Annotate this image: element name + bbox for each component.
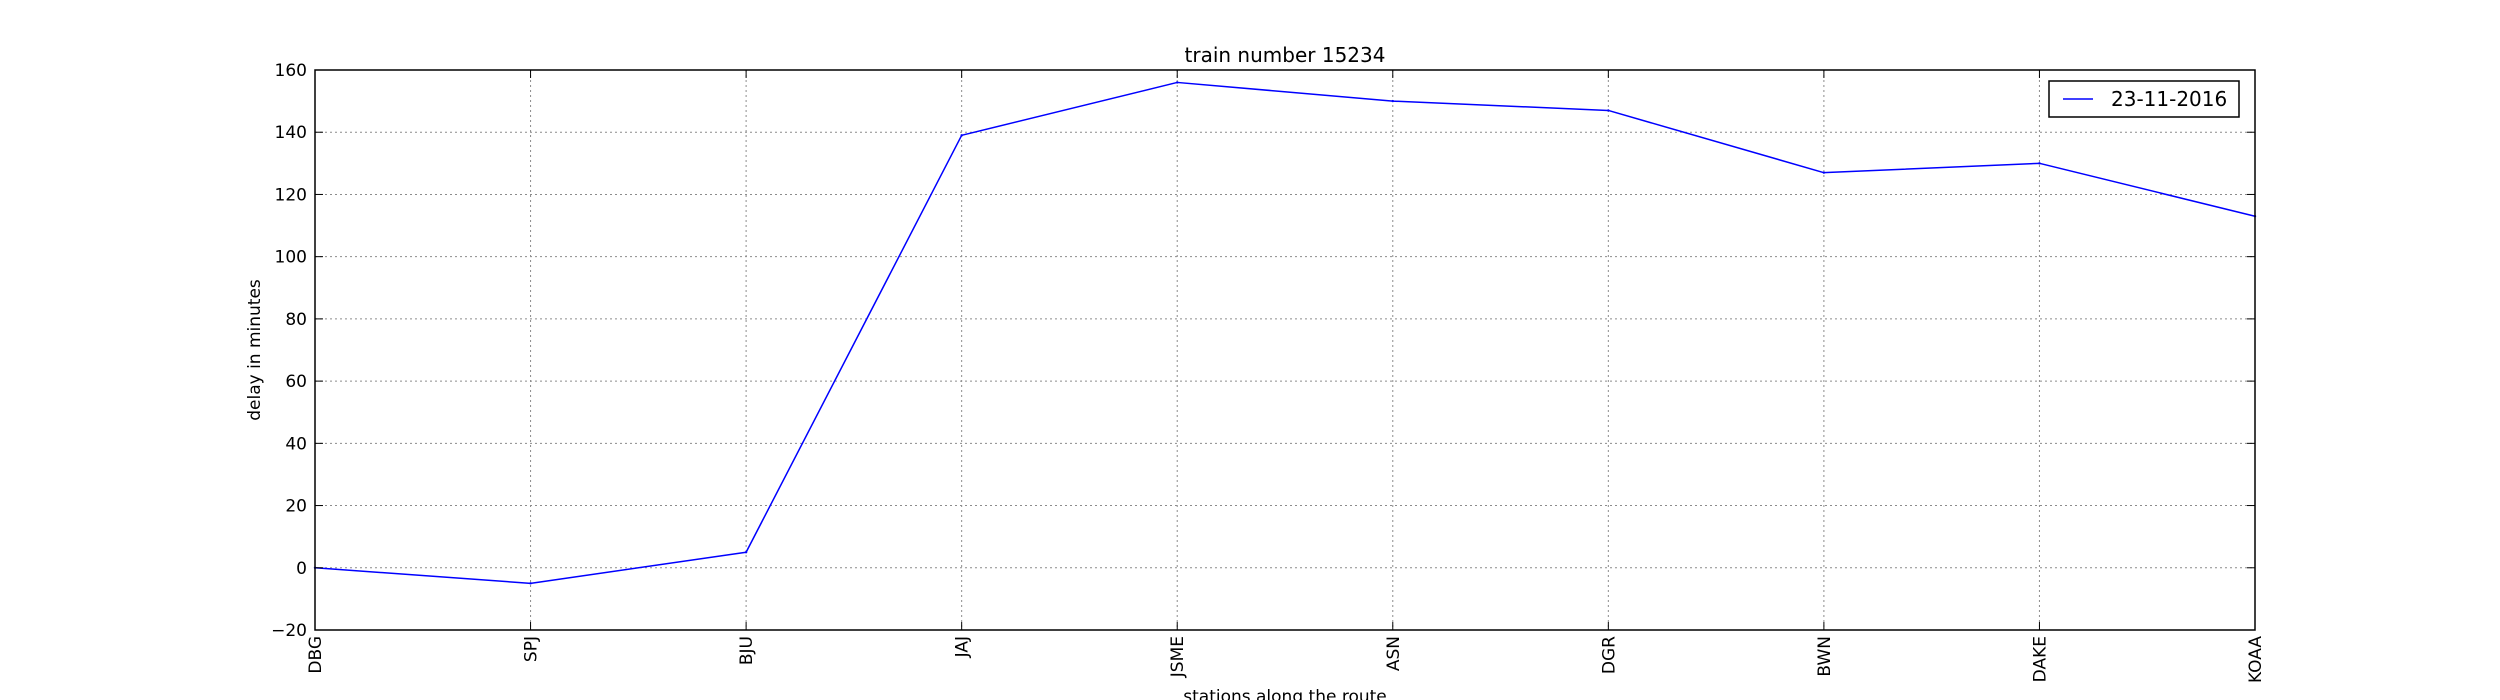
series-line [314,81,2256,585]
y-tick-label: 120 [275,185,307,205]
x-axis-label: stations along the route [1183,687,1387,700]
x-tick-label: DBG [306,636,326,674]
y-tick-label: 80 [285,310,307,330]
x-tick-label: SPJ [522,636,542,662]
grid-lines [315,70,2255,630]
x-tick-label: JAJ [953,636,973,658]
y-axis-label: delay in minutes [245,279,265,421]
data-point [1607,109,1610,112]
y-tick-label: 60 [285,372,307,392]
legend-box [2048,80,2240,118]
y-tick-label: −20 [271,621,307,641]
y-tick-label: 160 [275,61,307,81]
data-point [744,551,748,554]
data-point [1391,99,1394,103]
chart-title: train number 15234 [1185,43,1386,67]
y-tick-label: 100 [275,248,307,268]
legend: 23-11-2016 [2048,80,2240,118]
x-tick-label: BJU [737,636,757,665]
axis-ticks: −20 0 20 40 60 80 100 120 140 160 DBG SPJ BJU JAJ JSME… [271,61,2266,683]
data-point [1822,171,1826,174]
legend-entry-label: 23-11-2016 [2111,87,2227,111]
data-point [529,582,532,585]
x-tick-label: BWN [1815,636,1835,677]
x-tick-label: DGR [1599,636,1619,674]
x-tick-label: JSME [1168,636,1188,678]
y-tick-label: 20 [285,497,307,517]
data-point [2038,162,2041,165]
x-tick-label: KOAA [2246,636,2266,683]
plot-area-frame [314,69,2256,631]
x-tick-label: DAKE [2030,636,2050,682]
x-tick-label: ASN [1384,636,1404,671]
data-point [1176,81,1179,84]
y-tick-label: 40 [285,434,307,454]
data-point [960,134,963,137]
y-tick-label: 140 [275,123,307,143]
y-tick-label: 0 [296,559,307,579]
